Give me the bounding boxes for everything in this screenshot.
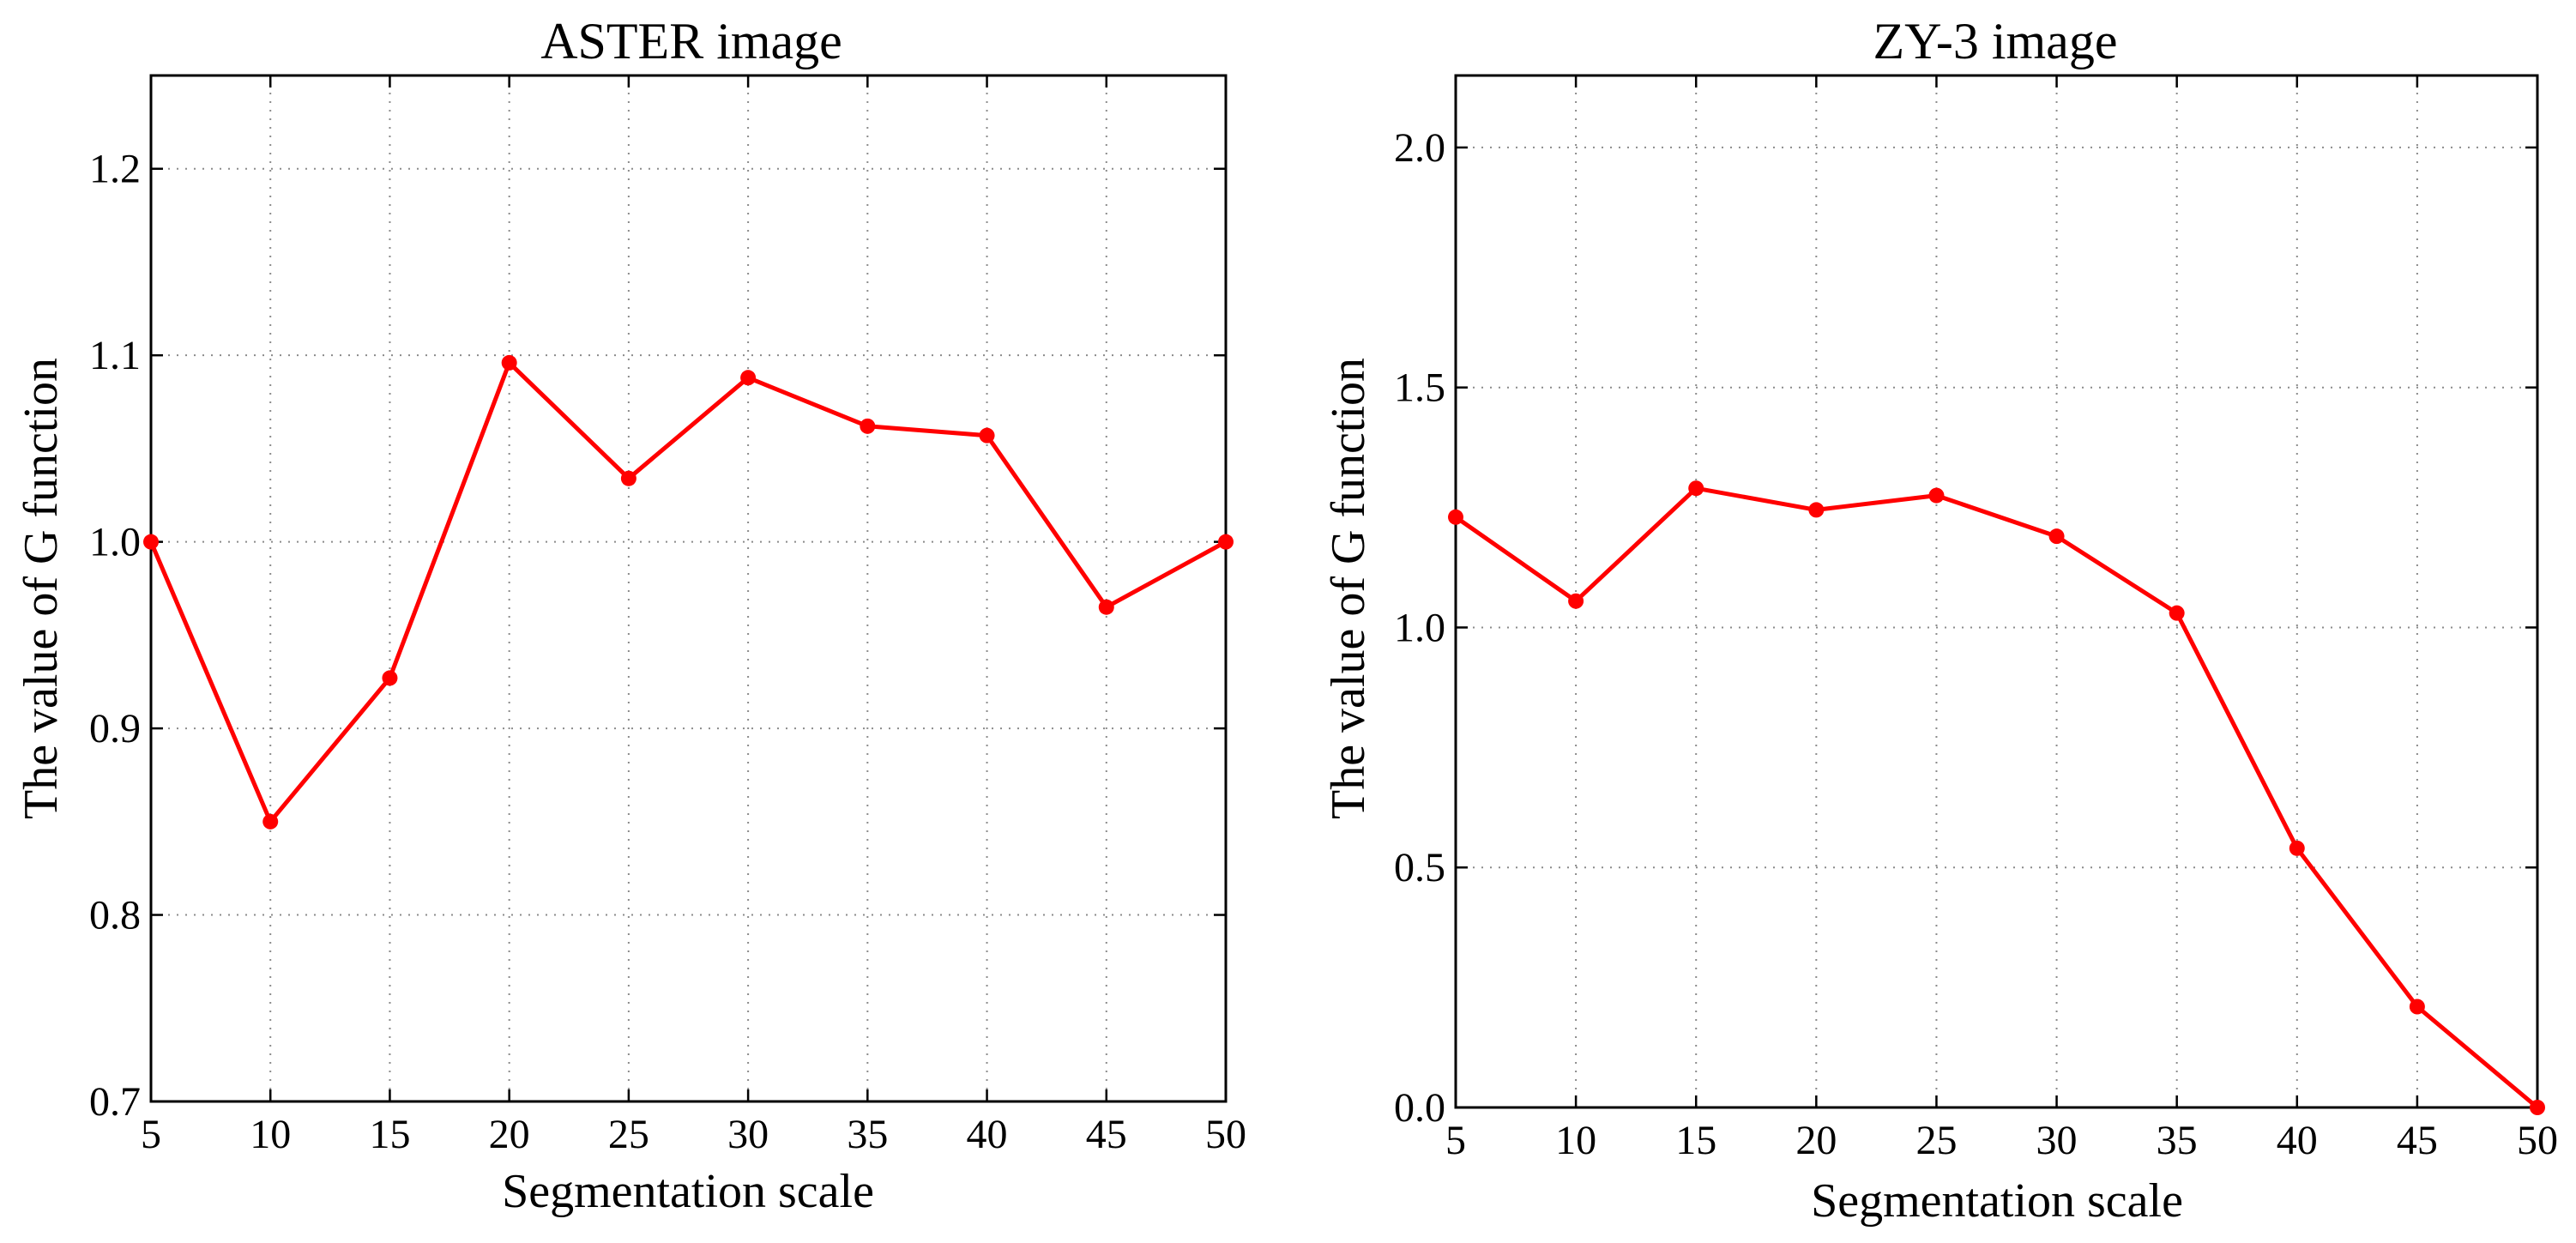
y-tick-label: 0.7 <box>89 1079 141 1125</box>
data-point <box>1688 480 1704 497</box>
data-point <box>1218 534 1234 550</box>
data-point <box>740 370 757 386</box>
x-tick-label: 20 <box>489 1112 530 1157</box>
x-tick-label: 30 <box>727 1112 769 1157</box>
ticks: 5 10 15 20 25 30 35 40 45 50 0.0 0.5 1.0 1.5 2.0 <box>1394 75 2558 1163</box>
plot-frame <box>1454 74 2539 1109</box>
x-tick-label: 35 <box>2157 1118 2198 1163</box>
x-tick-label: 30 <box>2036 1118 2078 1163</box>
data-point <box>501 354 517 371</box>
x-tick-label: 15 <box>1675 1118 1716 1163</box>
y-tick-label: 2.0 <box>1394 125 1445 171</box>
x-tick-label: 45 <box>1086 1112 1127 1157</box>
data-point <box>2169 605 2185 621</box>
x-tick-label: 40 <box>2277 1118 2318 1163</box>
data-point <box>2048 528 2065 545</box>
series <box>1448 480 2545 1115</box>
x-tick-label: 5 <box>141 1112 161 1157</box>
y-axis-label: The value of G function <box>1322 358 1375 819</box>
data-point <box>2409 999 2425 1015</box>
aster-chart: ASTER image 5 10 15 20 25 30 35 40 45 50 0.7 0.8 0.9… <box>15 13 1246 1218</box>
y-tick-label: 0.5 <box>1394 845 1445 890</box>
x-tick-label: 45 <box>2397 1118 2438 1163</box>
data-point <box>620 470 636 486</box>
y-tick-label: 1.1 <box>89 333 141 378</box>
x-tick-label: 15 <box>369 1112 410 1157</box>
x-tick-label: 50 <box>1205 1112 1246 1157</box>
chart-title: ASTER image <box>540 13 842 69</box>
data-point <box>979 427 995 443</box>
y-tick-label: 1.2 <box>89 147 141 192</box>
chart-title: ZY-3 image <box>1873 13 2118 69</box>
x-tick-label: 10 <box>1555 1118 1596 1163</box>
data-point <box>382 670 398 686</box>
series-line <box>1453 486 2540 1110</box>
data-point <box>2289 840 2305 856</box>
data-point <box>1098 599 1114 615</box>
y-axis-label: The value of G function <box>15 358 68 819</box>
x-tick-label: 20 <box>1795 1118 1837 1163</box>
data-point <box>860 418 876 434</box>
plot-frame <box>149 74 1228 1103</box>
data-point <box>1568 593 1584 609</box>
ticks: 5 10 15 20 25 30 35 40 45 50 0.7 0.8 0.9 1.0 1.1 1.2 <box>89 75 1246 1157</box>
series <box>143 354 1234 830</box>
y-tick-label: 1.5 <box>1394 365 1445 411</box>
x-tick-label: 10 <box>250 1112 291 1157</box>
data-point <box>262 813 279 830</box>
data-point <box>1448 509 1463 525</box>
y-tick-label: 0.8 <box>89 893 141 938</box>
data-point <box>143 534 159 550</box>
x-axis-label: Segmentation scale <box>502 1165 874 1218</box>
data-point <box>2530 1100 2545 1115</box>
x-tick-label: 50 <box>2517 1118 2558 1163</box>
x-tick-label: 5 <box>1445 1118 1466 1163</box>
y-tick-label: 0.9 <box>89 706 141 751</box>
x-tick-label: 25 <box>1915 1118 1957 1163</box>
y-tick-label: 1.0 <box>1394 605 1445 650</box>
data-point <box>1928 487 1945 504</box>
y-tick-label: 1.0 <box>89 520 141 565</box>
y-tick-label: 0.0 <box>1394 1085 1445 1131</box>
zy3-chart: ZY-3 image 5 10 15 20 25 30 35 40 45 50 0.0 0.5 1.0 1… <box>1322 13 2558 1228</box>
x-axis-label: Segmentation scale <box>1811 1174 2183 1228</box>
x-tick-label: 35 <box>847 1112 888 1157</box>
data-point <box>1808 502 1825 518</box>
x-tick-label: 25 <box>608 1112 649 1157</box>
series-line <box>148 360 1228 824</box>
grid <box>150 75 1227 1102</box>
x-tick-label: 40 <box>967 1112 1008 1157</box>
